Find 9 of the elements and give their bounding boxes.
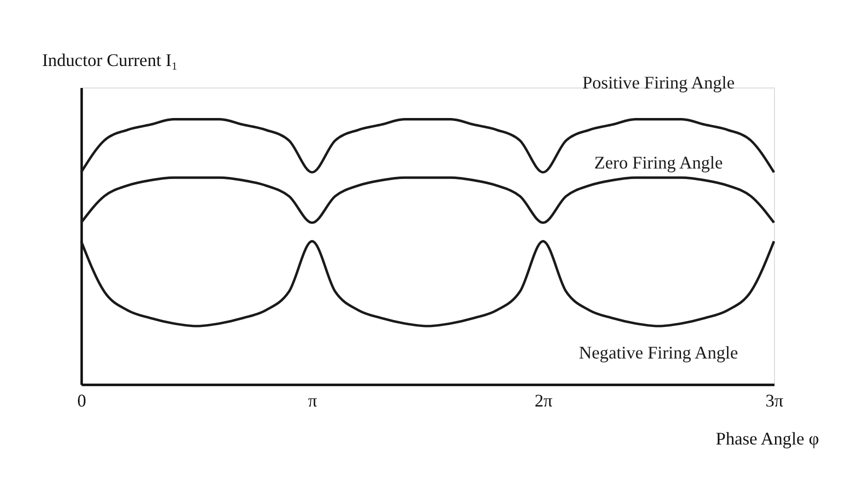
x-tick-label: 3π xyxy=(766,390,784,411)
x-tick-label: 0 xyxy=(77,390,86,411)
series-label: Negative Firing Angle xyxy=(578,342,738,363)
text: Positive Firing Angle xyxy=(582,72,735,93)
x-tick-label: π xyxy=(308,390,318,411)
x-tick-label: 2π xyxy=(534,390,552,411)
x-axis-title: Phase Angle φ xyxy=(716,428,820,448)
series-label: Zero Firing Angle xyxy=(594,152,723,173)
y-axis-title: Inductor Current I₁ xyxy=(42,50,178,70)
